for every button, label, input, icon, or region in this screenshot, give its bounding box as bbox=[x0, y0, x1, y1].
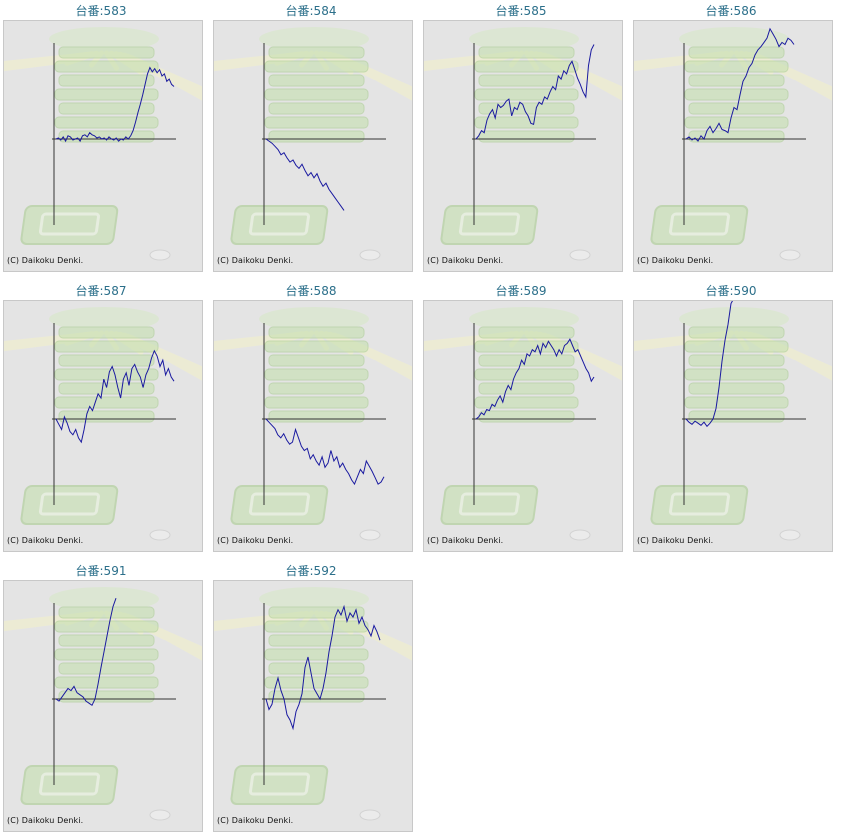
chart-frame: (C) Daikoku Denki. bbox=[633, 300, 833, 552]
chart-panel: 台番:588 (C) Daikoku Denki. bbox=[210, 280, 413, 552]
series-line bbox=[265, 418, 385, 486]
chart-svg bbox=[4, 307, 202, 541]
chart-frame: (C) Daikoku Denki. bbox=[423, 300, 623, 552]
chart-panel: 台番:592 (C) Daikoku Denki. bbox=[210, 560, 413, 832]
chart-svg bbox=[214, 27, 412, 261]
copyright-text: (C) Daikoku Denki. bbox=[217, 256, 294, 265]
chart-frame: (C) Daikoku Denki. bbox=[213, 300, 413, 552]
copyright-text: (C) Daikoku Denki. bbox=[217, 536, 294, 545]
chart-panel: 台番:590 (C) Daikoku Denki. bbox=[630, 280, 833, 552]
chart-title: 台番:584 bbox=[285, 4, 337, 18]
chart-title: 台番:583 bbox=[75, 4, 127, 18]
background-machine bbox=[230, 27, 381, 261]
chart-title: 台番:591 bbox=[75, 564, 127, 578]
chart-frame: (C) Daikoku Denki. bbox=[3, 300, 203, 552]
copyright-text: (C) Daikoku Denki. bbox=[217, 816, 294, 825]
chart-svg bbox=[424, 307, 622, 541]
background-machine bbox=[230, 307, 381, 541]
series-line bbox=[55, 349, 175, 444]
background-machine bbox=[650, 27, 801, 261]
copyright-text: (C) Daikoku Denki. bbox=[427, 256, 504, 265]
series-line bbox=[685, 27, 795, 142]
chart-title: 台番:586 bbox=[705, 4, 757, 18]
chart-title: 台番:585 bbox=[495, 4, 547, 18]
series-line bbox=[265, 604, 381, 731]
chart-title: 台番:587 bbox=[75, 284, 127, 298]
chart-svg bbox=[424, 27, 622, 261]
series-line bbox=[55, 66, 175, 143]
background-machine bbox=[20, 307, 171, 541]
chart-frame: (C) Daikoku Denki. bbox=[423, 20, 623, 272]
chart-svg bbox=[634, 301, 832, 541]
chart-panel: 台番:589 (C) Daikoku Denki. bbox=[420, 280, 623, 552]
series-line bbox=[55, 598, 117, 707]
chart-frame: (C) Daikoku Denki. bbox=[633, 20, 833, 272]
series-line bbox=[475, 338, 595, 420]
chart-panel: 台番:586 (C) Daikoku Denki. bbox=[630, 0, 833, 272]
chart-title: 台番:590 bbox=[705, 284, 757, 298]
chart-svg bbox=[4, 587, 202, 821]
chart-svg bbox=[214, 587, 412, 821]
chart-panel: 台番:585 (C) Daikoku Denki. bbox=[420, 0, 623, 272]
chart-title: 台番:589 bbox=[495, 284, 547, 298]
copyright-text: (C) Daikoku Denki. bbox=[7, 256, 84, 265]
chart-frame: (C) Daikoku Denki. bbox=[213, 580, 413, 832]
copyright-text: (C) Daikoku Denki. bbox=[637, 536, 714, 545]
series-line bbox=[265, 138, 345, 211]
chart-frame: (C) Daikoku Denki. bbox=[3, 580, 203, 832]
chart-svg bbox=[634, 27, 832, 261]
chart-panel: 台番:583 (C) Daikoku Denki. bbox=[0, 0, 203, 272]
background-machine bbox=[230, 587, 381, 821]
background-machine bbox=[440, 307, 591, 541]
chart-frame: (C) Daikoku Denki. bbox=[213, 20, 413, 272]
series-line bbox=[475, 44, 595, 140]
chart-svg bbox=[4, 27, 202, 261]
chart-frame: (C) Daikoku Denki. bbox=[3, 20, 203, 272]
copyright-text: (C) Daikoku Denki. bbox=[7, 816, 84, 825]
copyright-text: (C) Daikoku Denki. bbox=[427, 536, 504, 545]
copyright-text: (C) Daikoku Denki. bbox=[7, 536, 84, 545]
chart-svg bbox=[214, 307, 412, 541]
series-line bbox=[685, 301, 733, 428]
chart-panel: 台番:584 (C) Daikoku Denki. bbox=[210, 0, 413, 272]
chart-title: 台番:588 bbox=[285, 284, 337, 298]
chart-panel: 台番:587 (C) Daikoku Denki. bbox=[0, 280, 203, 552]
background-machine bbox=[20, 27, 171, 261]
copyright-text: (C) Daikoku Denki. bbox=[637, 256, 714, 265]
chart-title: 台番:592 bbox=[285, 564, 337, 578]
background-machine bbox=[440, 27, 591, 261]
chart-panel: 台番:591 (C) Daikoku Denki. bbox=[0, 560, 203, 832]
